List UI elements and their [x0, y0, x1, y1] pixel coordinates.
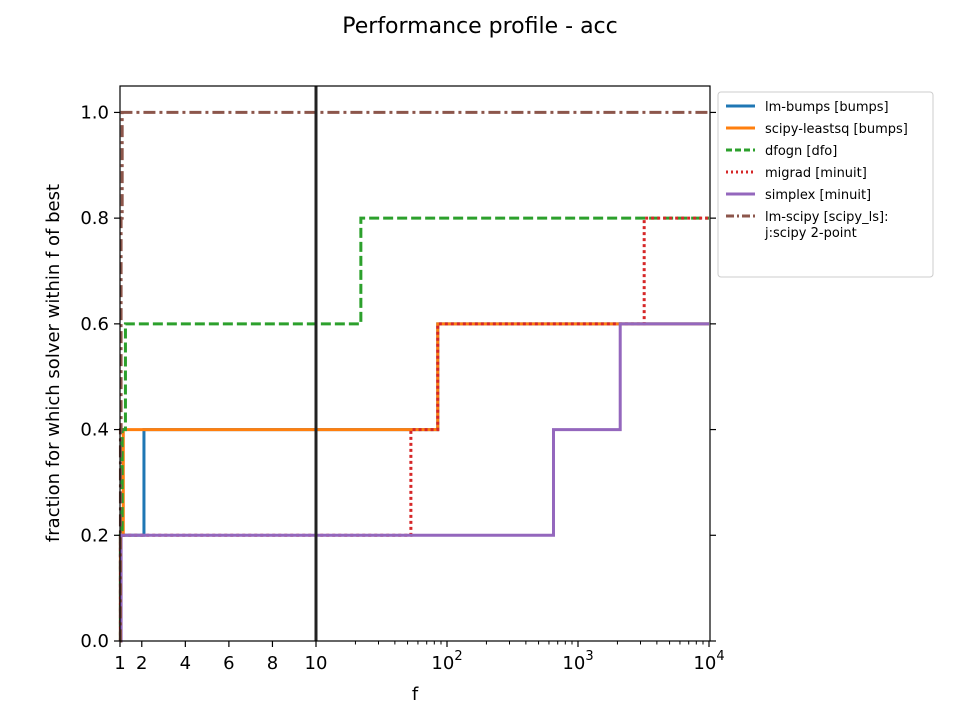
y-tick-label-5: 1.0	[80, 102, 109, 123]
x-tick-label-4: 8	[267, 653, 278, 674]
x-tick-label-8: 104	[693, 649, 724, 674]
x-axis-label: f	[412, 684, 419, 705]
y-tick-label-1: 0.2	[80, 525, 109, 546]
x-tick-label-3: 6	[223, 653, 234, 674]
legend: lm-bumps [bumps] scipy-leastsq [bumps] dfo…	[717, 91, 934, 278]
y-tick-label-2: 0.4	[80, 420, 109, 441]
legend-label-0: lm-bumps [bumps]	[765, 100, 889, 115]
legend-label-4: simplex [minuit]	[765, 188, 871, 203]
plot-frame	[119, 85, 711, 642]
y-axis-label: fraction for which solver within f of be…	[43, 184, 64, 542]
legend-label-2: dfogn [dfo]	[765, 144, 837, 159]
legend-label-5: lm-scipy [scipy_ls]: j:scipy 2-point	[764, 210, 888, 241]
x-tick-label-2: 4	[180, 653, 191, 674]
plot-lines	[118, 86, 709, 643]
chart-title: Performance profile - acc	[342, 14, 618, 39]
x-tick-label-6: 102	[431, 649, 462, 674]
series-line-4	[119, 322, 709, 643]
legend-label-3: migrad [minuit]	[765, 166, 867, 181]
y-tick-label-3: 0.6	[80, 314, 109, 335]
x-tick-label-0: 1	[114, 653, 125, 674]
series-line-3	[118, 216, 709, 643]
x-tick-label-1: 2	[136, 653, 147, 674]
y-tick-label-4: 0.8	[80, 208, 109, 229]
series-line-2	[118, 216, 709, 643]
x-tick-label-7: 103	[562, 649, 593, 674]
series-line-5	[118, 110, 709, 643]
legend-box	[717, 91, 934, 278]
legend-label-1: scipy-leastsq [bumps]	[765, 122, 908, 137]
y-tick-label-0: 0.0	[80, 631, 109, 652]
axis-ticks: 1 2 4 6 8 10 102 103 104 0.0 0.2 0.4 0.6 0.8 1.0	[80, 102, 724, 674]
x-tick-label-5: 10	[305, 653, 328, 674]
